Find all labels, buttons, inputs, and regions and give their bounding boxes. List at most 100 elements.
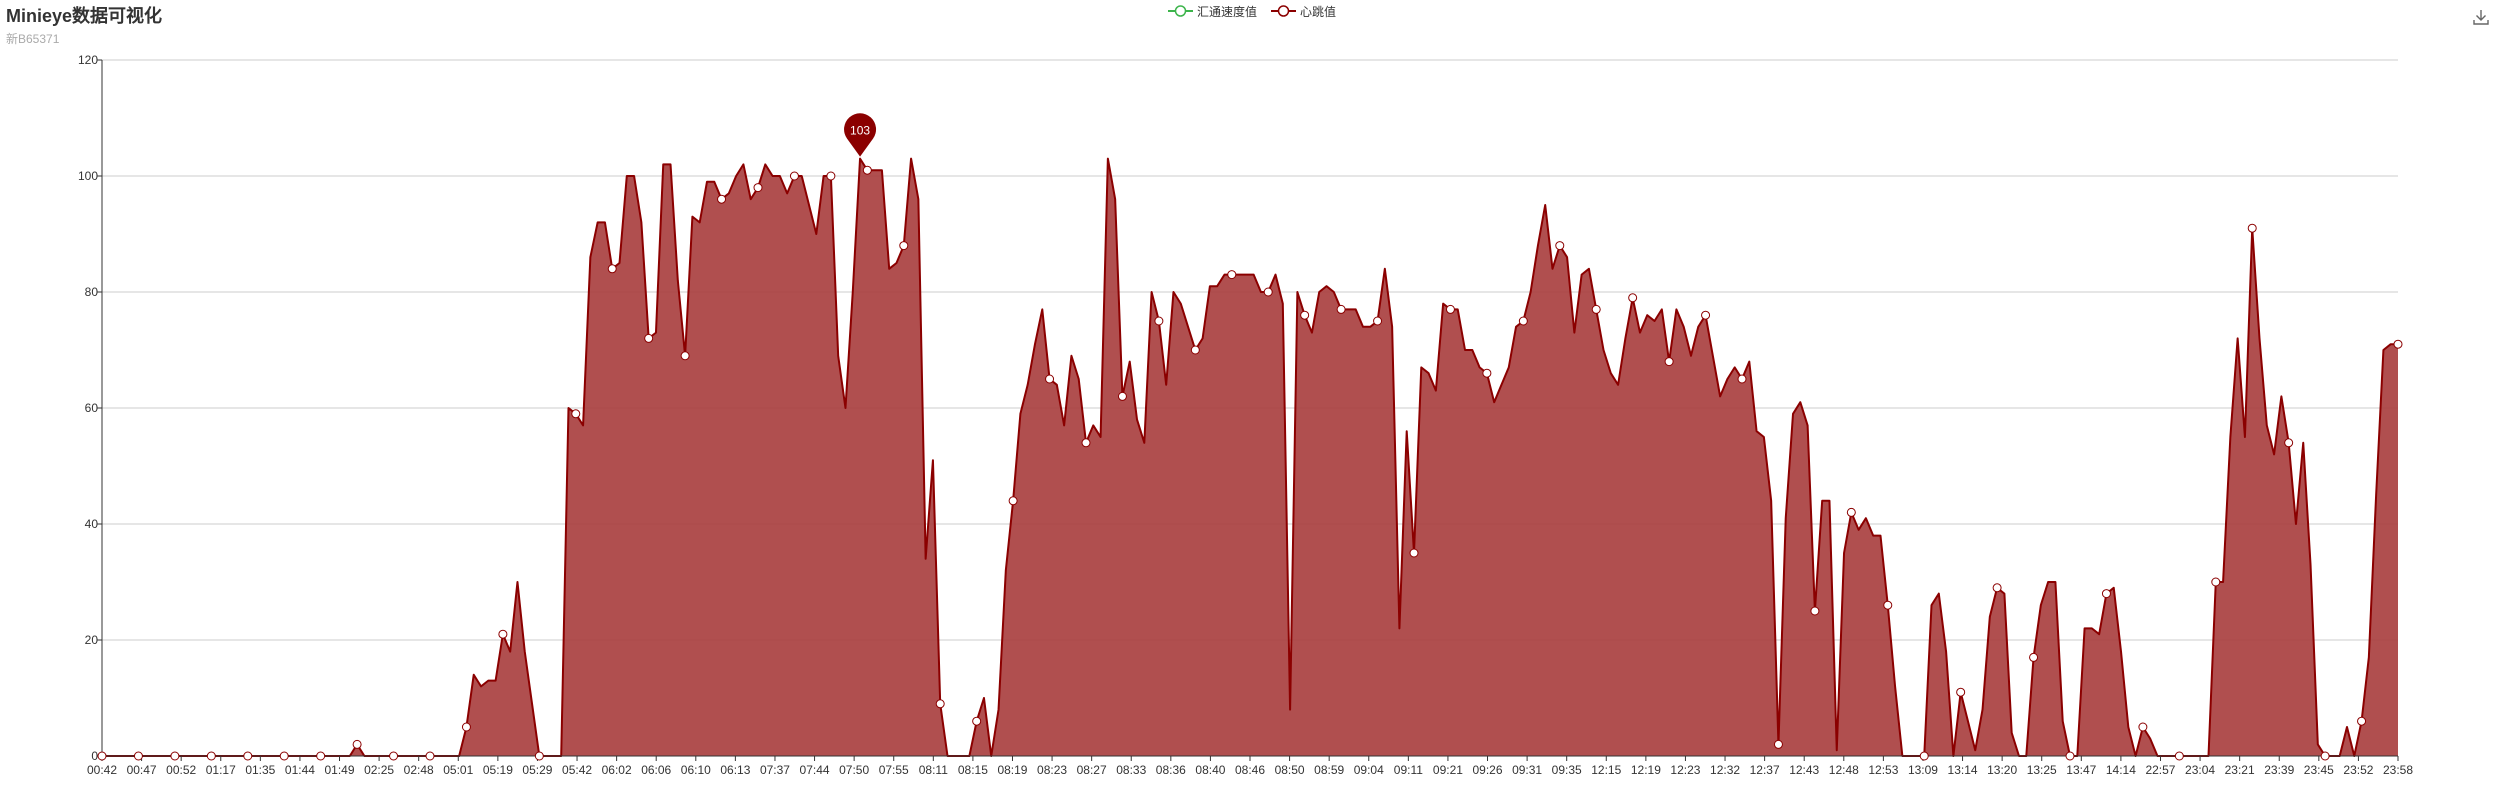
x-tick-label: 08:33: [1116, 763, 1146, 777]
data-point: [2174, 751, 2184, 761]
x-tick-label: 13:14: [1948, 763, 1978, 777]
x-tick-label: 13:20: [1987, 763, 2017, 777]
legend-item-heartbeat[interactable]: 心跳值: [1271, 3, 1336, 20]
data-point: [2284, 438, 2294, 448]
x-tick-label: 00:47: [127, 763, 157, 777]
x-tick-label: 09:21: [1433, 763, 1463, 777]
data-point: [1336, 304, 1346, 314]
data-point: [1263, 287, 1273, 297]
data-point: [1701, 310, 1711, 320]
x-tick-label: 13:47: [2066, 763, 2096, 777]
x-tick-label: 00:42: [87, 763, 117, 777]
x-tick-label: 06:06: [641, 763, 671, 777]
x-tick-label: 08:11: [919, 763, 948, 777]
data-point: [1591, 304, 1601, 314]
data-point: [1883, 600, 1893, 610]
x-tick-label: 05:29: [522, 763, 552, 777]
data-point: [534, 751, 544, 761]
x-tick-label: 08:36: [1156, 763, 1186, 777]
x-tick-label: 09:04: [1354, 763, 1384, 777]
x-tick-label: 23:58: [2383, 763, 2413, 777]
data-point: [571, 409, 581, 419]
save-image-button[interactable]: [2472, 8, 2490, 26]
x-tick-label: 08:59: [1314, 763, 1344, 777]
x-tick-label: 23:39: [2264, 763, 2294, 777]
x-tick-label: 08:15: [958, 763, 988, 777]
x-tick-label: 08:46: [1235, 763, 1265, 777]
y-tick-label: 80: [85, 285, 99, 299]
x-tick-label: 12:43: [1789, 763, 1819, 777]
data-point: [1664, 357, 1674, 367]
data-point: [2357, 716, 2367, 726]
data-point: [1810, 606, 1820, 616]
data-point: [862, 165, 872, 175]
legend-line-circle-icon: [1271, 5, 1297, 17]
x-tick-label: 07:44: [800, 763, 830, 777]
x-tick-label: 08:40: [1195, 763, 1225, 777]
x-tick-label: 12:53: [1868, 763, 1898, 777]
data-point: [425, 751, 435, 761]
data-point: [2029, 652, 2039, 662]
data-point: [717, 194, 727, 204]
data-point: [1773, 739, 1783, 749]
data-point: [2320, 751, 2330, 761]
download-icon: [2473, 10, 2489, 25]
data-point: [1482, 368, 1492, 378]
x-tick-label: 09:26: [1473, 763, 1503, 777]
x-tick-label: 12:19: [1631, 763, 1661, 777]
x-tick-label: 09:31: [1512, 763, 1542, 777]
x-tick-label: 09:11: [1394, 763, 1423, 777]
data-point: [1008, 496, 1018, 506]
x-tick-label: 07:37: [760, 763, 790, 777]
data-point: [1081, 438, 1091, 448]
x-tick-label: 06:10: [681, 763, 711, 777]
data-point: [972, 716, 982, 726]
data-point: [279, 751, 289, 761]
x-tick-label: 08:19: [997, 763, 1027, 777]
data-point: [789, 171, 799, 181]
x-tick-label: 22:57: [2145, 763, 2175, 777]
x-tick-label: 07:55: [879, 763, 909, 777]
x-tick-label: 01:49: [325, 763, 355, 777]
series-line-heartbeat: [102, 157, 2398, 757]
legend-label-heartbeat: 心跳值: [1300, 4, 1337, 19]
y-tick-label: 60: [85, 401, 99, 415]
y-tick-label: 40: [85, 517, 99, 531]
legend-item-speed[interactable]: 汇通速度值: [1168, 3, 1257, 20]
x-tick-label: 12:23: [1670, 763, 1700, 777]
x-tick-label: 01:44: [285, 763, 315, 777]
data-point: [206, 751, 216, 761]
data-point: [2138, 722, 2148, 732]
data-point: [316, 751, 326, 761]
x-tick-label: 09:35: [1552, 763, 1582, 777]
data-point: [644, 333, 654, 343]
data-point: [2393, 339, 2403, 349]
x-tick-label: 23:21: [2225, 763, 2255, 777]
max-value-label: 103: [850, 124, 870, 138]
x-tick-label: 05:42: [562, 763, 592, 777]
data-point: [1300, 310, 1310, 320]
x-tick-label: 05:19: [483, 763, 513, 777]
x-tick-label: 06:02: [602, 763, 632, 777]
data-point: [1373, 316, 1383, 326]
data-point: [826, 171, 836, 181]
page-title: Minieye数据可视化: [6, 6, 163, 26]
data-point: [2211, 577, 2221, 587]
data-point: [1154, 316, 1164, 326]
x-tick-label: 00:52: [166, 763, 196, 777]
x-tick-label: 08:23: [1037, 763, 1067, 777]
x-tick-label: 23:04: [2185, 763, 2215, 777]
x-tick-label: 01:35: [245, 763, 275, 777]
y-tick-label: 20: [85, 633, 99, 647]
data-point: [1628, 293, 1638, 303]
x-tick-label: 23:45: [2304, 763, 2334, 777]
data-point: [498, 629, 508, 639]
data-point: [680, 351, 690, 361]
data-point: [899, 241, 909, 251]
y-tick-label: 120: [78, 53, 98, 67]
data-point: [243, 751, 253, 761]
data-point: [1117, 391, 1127, 401]
data-point: [461, 722, 471, 732]
legend-label-speed: 汇通速度值: [1197, 4, 1258, 19]
